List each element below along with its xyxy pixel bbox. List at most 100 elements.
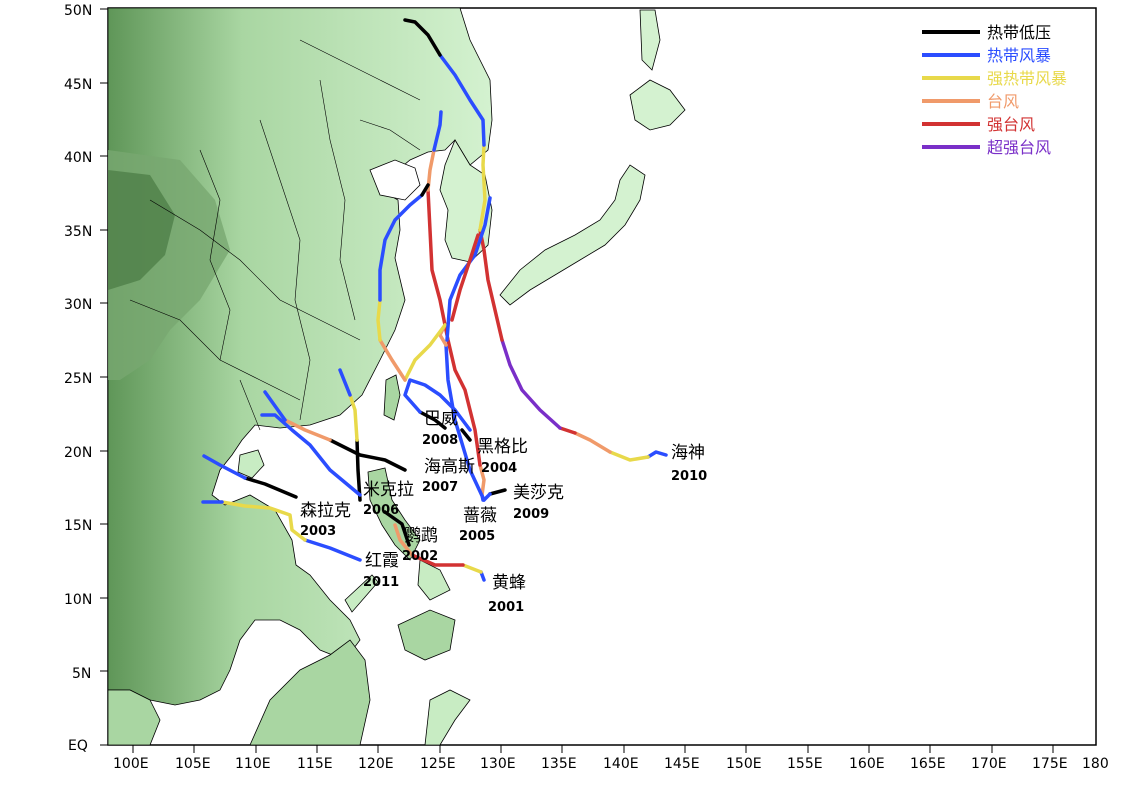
bohai-sea: [369, 159, 421, 201]
track-2009-f: [378, 338, 407, 382]
x-tick-145e: 145E: [664, 756, 700, 772]
y-tick-eq: EQ: [68, 738, 88, 754]
track-2006-c: [338, 368, 352, 397]
province-borders: [129, 39, 421, 431]
y-tick-15n: 15N: [64, 518, 92, 534]
y-tick-35n: 35N: [64, 224, 92, 240]
y-tick-30n: 30N: [64, 297, 92, 313]
track-2004-c: [450, 233, 480, 322]
track-2011: [243, 476, 298, 499]
storm-tracks: [201, 18, 668, 582]
mountains-dark: [108, 170, 175, 290]
storm-name-2005: 蔷薇: [463, 506, 497, 526]
x-tick-170e: 170E: [971, 756, 1007, 772]
track-2001-c: [410, 553, 465, 567]
storm-id-2006: 2006: [363, 503, 399, 518]
storm-id-2003: 2003: [300, 524, 336, 539]
storm-id-2002: 2002: [402, 549, 438, 564]
track-2009-g: [376, 298, 382, 342]
track-2009-e: [403, 323, 447, 382]
track-2008: [418, 410, 447, 430]
track-2009-i: [420, 183, 430, 197]
legend-label-3: 台风: [987, 92, 1019, 111]
legend-label-0: 热带低压: [987, 23, 1051, 42]
track-2010: [646, 450, 668, 459]
hokkaido: [629, 79, 686, 131]
storm-id-2005: 2005: [459, 529, 495, 544]
track-2004: [460, 428, 472, 442]
storm-name-2007: 海高斯: [424, 457, 475, 477]
storm-name-2003: 森拉克: [300, 501, 351, 521]
track-2010-i: [403, 18, 442, 57]
storm-id-2011: 2011: [363, 575, 399, 590]
storm-name-2011: 红霞: [365, 551, 399, 571]
x-tick-150e: 150E: [726, 756, 762, 772]
track-2003-b: [220, 500, 307, 542]
storm-name-2004: 黑格比: [477, 437, 528, 457]
y-axis: EQ 5N 10N 15N 20N 25N 30N 35N 40N 45N 50…: [64, 3, 92, 754]
x-tick-155e: 155E: [787, 756, 823, 772]
storm-id-2009: 2009: [513, 507, 549, 522]
track-2010-g: [478, 143, 487, 232]
storm-name-2008: 巴威: [424, 409, 458, 429]
storm-id-2010: 2010: [671, 469, 707, 484]
track-2007-c: [263, 390, 287, 422]
x-tick-160e: 160E: [849, 756, 885, 772]
x-tick-110e: 110E: [235, 756, 271, 772]
x-tick-165e: 165E: [910, 756, 946, 772]
track-2010-b: [608, 450, 650, 462]
x-tick-120e: 120E: [358, 756, 394, 772]
taiwan: [383, 374, 401, 421]
storm-id-2008: 2008: [422, 433, 458, 448]
track-2010-d: [558, 426, 577, 435]
x-tick-140e: 140E: [603, 756, 639, 772]
japan: [499, 164, 646, 306]
visayas: [417, 559, 451, 601]
track-2011-b: [202, 454, 247, 480]
storm-name-2009: 美莎克: [513, 483, 564, 503]
track-2005-e: [432, 110, 443, 152]
storm-id-2007: 2007: [422, 480, 458, 495]
malay-peninsula: [108, 689, 161, 745]
asia-mainland: [108, 8, 493, 706]
land-layer: [108, 8, 686, 745]
legend-label-4: 强台风: [987, 115, 1035, 134]
palawan: [344, 574, 379, 613]
x-tick-175e: 175E: [1032, 756, 1068, 772]
track-2009: [488, 488, 507, 496]
track-2007-d: [260, 413, 362, 497]
track-2005-d: [426, 148, 436, 192]
y-tick-40n: 40N: [64, 150, 92, 166]
mindanao: [397, 609, 456, 661]
track-2007-b: [283, 418, 332, 442]
x-tick-100e: 100E: [113, 756, 149, 772]
storm-name-2002: 鹦鹉: [404, 526, 438, 546]
track-2007: [328, 438, 407, 472]
sulawesi: [424, 689, 471, 745]
legend-label-1: 热带风暴: [987, 46, 1051, 65]
y-tick-5n: 5N: [72, 666, 91, 682]
y-tick-45n: 45N: [64, 77, 92, 93]
track-2010-c: [573, 431, 612, 454]
track-2006: [355, 438, 362, 502]
x-tick-105e: 105E: [175, 756, 211, 772]
storm-name-2001: 黄蜂: [492, 573, 526, 593]
x-tick-180: 180: [1082, 756, 1109, 772]
legend: 热带低压 热带风暴 强热带风暴 台风 强台风 超强台风: [922, 23, 1067, 157]
storm-name-2006: 米克拉: [363, 480, 414, 500]
track-2003: [303, 538, 362, 562]
track-2010-h: [438, 53, 486, 147]
track-2009-h: [378, 193, 424, 302]
storm-id-2001: 2001: [488, 600, 524, 615]
x-tick-135e: 135E: [541, 756, 577, 772]
storm-labels: 黄蜂 2001 鹦鹉 2002 森拉克 2003 黑格比 2004 蔷薇 200…: [300, 409, 707, 615]
x-tick-130e: 130E: [480, 756, 516, 772]
x-axis: 100E 105E 110E 115E 120E 125E 130E 135E …: [113, 756, 1109, 772]
borneo: [249, 639, 371, 745]
y-tick-50n: 50N: [64, 3, 92, 19]
track-2002: [383, 510, 411, 547]
track-2002-b: [393, 523, 414, 557]
track-2010-e: [500, 338, 562, 430]
track-2009-c: [444, 343, 486, 502]
x-tick-115e: 115E: [297, 756, 333, 772]
